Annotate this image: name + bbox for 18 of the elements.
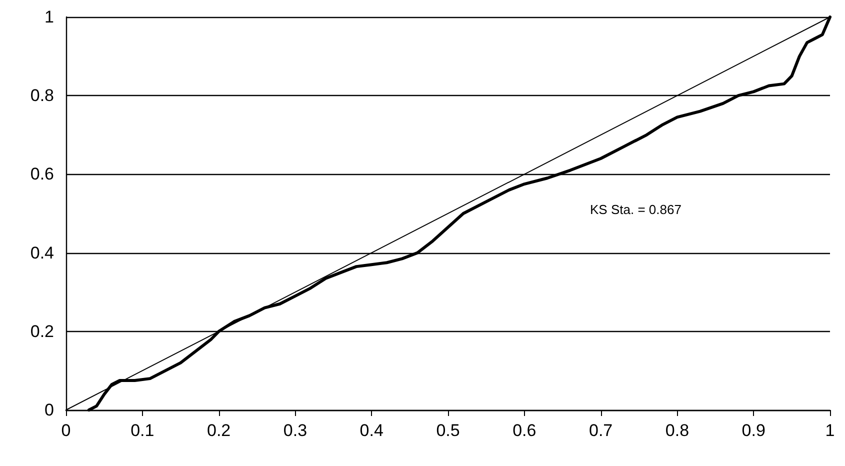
- y-tick-label: 0.6: [30, 164, 54, 184]
- x-tick-label: 0.5: [436, 421, 460, 440]
- y-tick-label: 0.4: [30, 243, 54, 262]
- x-tick-label: 0.4: [360, 421, 384, 440]
- x-tick-label: 1: [825, 421, 835, 440]
- x-tick-label: 0.1: [130, 421, 154, 440]
- x-tick-label: 0.3: [283, 421, 308, 440]
- y-tick-label: 1: [44, 8, 54, 26]
- annotation: KS Sta. = 0.867: [590, 202, 682, 217]
- y-tick-label: 0.8: [30, 86, 54, 106]
- x-tick-label: 0: [61, 421, 71, 440]
- y-tick-label: 0.2: [30, 322, 54, 341]
- y-tick-label: 0: [44, 400, 54, 420]
- x-tick-label: 0.6: [512, 421, 536, 440]
- x-tick-label: 0.9: [742, 421, 766, 440]
- x-tick-label: 0.2: [206, 421, 231, 440]
- x-tick-label: 0.8: [665, 421, 690, 440]
- x-tick-label: 0.7: [588, 421, 613, 440]
